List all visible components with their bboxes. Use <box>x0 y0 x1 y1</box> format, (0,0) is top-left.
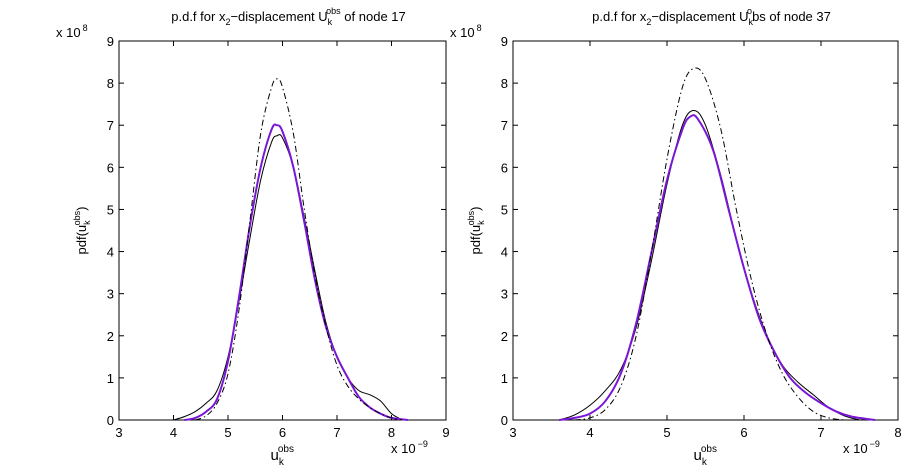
y-tick-label: 6 <box>107 160 114 175</box>
x-tick-label: 5 <box>224 425 231 440</box>
plot-area <box>118 40 447 421</box>
title-subscript: 2 <box>225 17 230 27</box>
y-tick-label: 5 <box>501 202 508 217</box>
x-label-base: u <box>694 447 702 464</box>
x-exponent-power: −9 <box>418 439 428 449</box>
x-tick-label: 8 <box>894 425 901 440</box>
y-axis-label: pdf(ukobs) <box>72 207 92 255</box>
title-part: −displacement U <box>651 9 748 24</box>
x-label-subscript: k <box>279 457 285 468</box>
y-tick-label: 5 <box>107 202 114 217</box>
y-exponent-base: x 10 <box>450 25 475 40</box>
title-subscript: k <box>328 17 333 27</box>
x-label-superscript: obs <box>701 444 717 455</box>
y-tick-label: 8 <box>501 76 508 91</box>
x-tick-label: 4 <box>170 425 177 440</box>
y-label-superscript: obs <box>466 210 476 225</box>
y-exponent: x 10 8 <box>450 23 482 40</box>
y-tick-label: 6 <box>501 160 508 175</box>
y-label-base: pdf(u <box>468 225 483 255</box>
x-tick-label: 8 <box>388 425 395 440</box>
x-tick-label: 5 <box>663 425 670 440</box>
y-label-base: pdf(u <box>74 225 89 255</box>
x-tick-label: 6 <box>740 425 747 440</box>
y-tick-label: 7 <box>107 118 114 133</box>
y-tick-label: 4 <box>107 245 114 260</box>
chart-title: p.d.f for x2−displacement Ukobs of node … <box>592 6 831 27</box>
x-tick-label: 3 <box>509 425 516 440</box>
y-axis-label: pdf(ukobs) <box>466 207 486 255</box>
x-exponent: x 10 −9 <box>391 439 428 456</box>
y-tick-label: 0 <box>107 413 114 428</box>
title-subscript: 2 <box>646 17 651 27</box>
y-label-close: ) <box>74 207 89 211</box>
title-part: p.d.f for x <box>592 9 647 24</box>
y-tick-label: 0 <box>501 413 508 428</box>
title-superscript: obs <box>326 6 341 16</box>
y-label-subscript: k <box>82 220 92 225</box>
x-exponent-base: x 10 <box>391 441 416 456</box>
y-tick-label: 9 <box>501 34 508 49</box>
x-tick-label: 9 <box>442 425 449 440</box>
chart-title: p.d.f for x2−displacement Ukobs of node … <box>171 6 406 27</box>
y-exponent-power: 8 <box>477 23 482 33</box>
title-subscript: k <box>749 17 754 27</box>
y-tick-label: 7 <box>501 118 508 133</box>
title-part: of node 17 <box>341 9 406 24</box>
y-tick-label: 3 <box>501 287 508 302</box>
x-axis-label: uk obs <box>271 444 294 468</box>
y-tick-label: 4 <box>501 245 508 260</box>
x-tick-label: 6 <box>279 425 286 440</box>
series-line-1 <box>173 134 403 421</box>
x-tick-label: 7 <box>333 425 340 440</box>
y-tick-label: 3 <box>107 287 114 302</box>
x-tick-label: 3 <box>115 425 122 440</box>
x-label-base: u <box>271 447 279 464</box>
x-axis-label: uk obs <box>694 444 717 468</box>
y-exponent-base: x 10 <box>56 25 81 40</box>
series-line-3 <box>195 78 403 421</box>
x-exponent-base: x 10 <box>843 441 868 456</box>
title-superscript: o <box>747 6 752 16</box>
title-part: bs of node 37 <box>752 9 831 24</box>
y-label-superscript: obs <box>72 210 82 225</box>
x-label-superscript: obs <box>278 444 294 455</box>
x-exponent: x 10 −9 <box>843 439 880 456</box>
x-tick-label: 7 <box>817 425 824 440</box>
y-tick-label: 1 <box>107 371 114 386</box>
series-line-2 <box>184 123 408 421</box>
y-tick-label: 8 <box>107 76 114 91</box>
title-part: −displacement U <box>230 9 327 24</box>
series-line-3 <box>574 67 845 421</box>
plot-area <box>512 40 899 421</box>
y-exponent-power: 8 <box>83 23 88 33</box>
y-exponent: x 10 8 <box>56 23 88 40</box>
x-tick-label: 4 <box>586 425 593 440</box>
y-tick-label: 2 <box>501 329 508 344</box>
y-tick-label: 9 <box>107 34 114 49</box>
x-label-subscript: k <box>702 457 708 468</box>
series-line-1 <box>559 109 860 421</box>
y-label-close: ) <box>468 207 483 211</box>
series-line-2 <box>559 114 876 421</box>
y-label-subscript: k <box>476 220 486 225</box>
y-tick-label: 1 <box>501 371 508 386</box>
y-tick-label: 2 <box>107 329 114 344</box>
title-part: p.d.f for x <box>171 9 226 24</box>
x-exponent-power: −9 <box>870 439 880 449</box>
